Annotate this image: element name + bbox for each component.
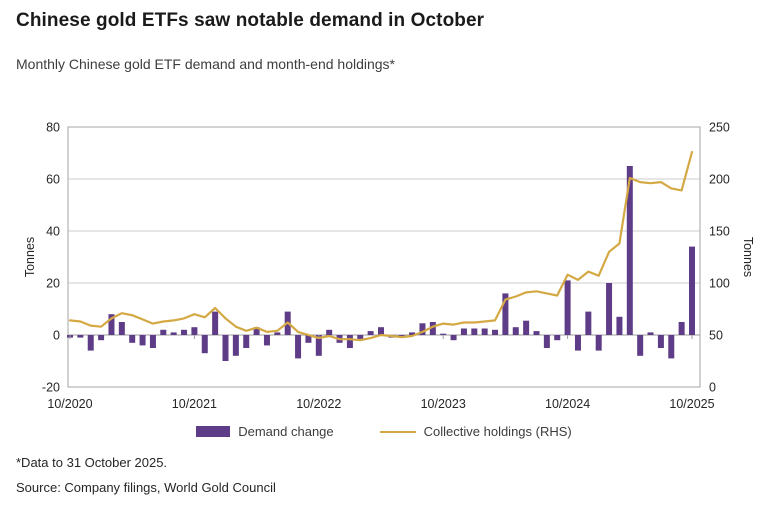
bar [232,335,239,356]
bar [160,329,167,335]
x-axis-tick-label: 10/2020 [47,397,92,411]
bar [263,335,270,346]
bar [315,335,322,356]
left-axis-title: Tonnes [23,237,37,277]
bar [533,331,540,335]
bar [647,332,654,335]
bar [419,323,426,335]
bar [139,335,146,346]
bar [450,335,457,341]
x-axis-tick-label: 10/2022 [296,397,341,411]
bar [409,332,416,335]
bar [108,314,115,335]
bar [626,166,633,335]
left-axis-tick-label: 0 [53,329,60,343]
legend-item-holdings: Collective holdings (RHS) [379,424,572,439]
bar [668,335,675,359]
bar [678,322,685,335]
bar [212,311,219,335]
right-axis-title: Tonnes [741,237,755,277]
bar [98,335,105,341]
left-axis-tick-label: 20 [46,277,60,291]
bar [253,327,260,335]
left-axis-tick-label: 80 [46,121,60,135]
bar [243,335,250,348]
bar [118,322,125,335]
right-axis-tick-label: 50 [709,329,723,343]
bar [378,327,384,335]
plot-border [67,126,701,388]
bar [170,332,177,335]
right-axis-tick-label: 250 [709,121,730,135]
bar [554,335,561,341]
x-axis-tick-label: 10/2023 [421,397,466,411]
holdings-line [68,150,694,342]
bar [222,335,229,361]
bar [564,280,571,335]
bar [429,322,436,335]
bar [129,335,136,343]
right-axis-tick-label: 100 [709,277,730,291]
x-axis-tick-label: 10/2025 [669,397,714,411]
x-axis-tick-label: 10/2021 [172,397,217,411]
bar [346,335,353,348]
source-line: Source: Company filings, World Gold Coun… [16,480,276,495]
holdings-line-swatch [379,430,416,433]
x-axis-tick-label: 10/2024 [545,397,590,411]
bar [616,316,623,335]
left-axis-tick-label: 60 [46,173,60,187]
bar [87,335,94,351]
bar [191,327,198,335]
bar [274,332,281,335]
bar [492,329,499,335]
bar [357,335,364,339]
bar [460,328,467,335]
right-axis-tick-label: 0 [709,381,716,395]
bar [637,335,644,356]
bar [149,335,156,348]
bar [502,293,509,335]
chart-legend: Demand change Collective holdings (RHS) [0,424,768,439]
left-axis-tick-label: 40 [46,225,60,239]
bar [585,311,592,335]
bar [689,246,695,335]
right-axis-tick-label: 150 [709,225,730,239]
demand-change-swatch [196,426,231,437]
bar [201,335,208,354]
bar [595,335,602,351]
bar [295,335,302,359]
bar [77,335,84,338]
data-footnote: *Data to 31 October 2025. [16,455,168,470]
bar [305,335,312,343]
bar [326,329,333,335]
bar [440,333,447,335]
legend-label-holdings: Collective holdings (RHS) [423,424,572,439]
page-title: Chinese gold ETFs saw notable demand in … [16,10,485,31]
bar [574,335,581,351]
bar [606,283,613,335]
left-axis-tick-label: -20 [42,381,60,395]
bar [657,335,664,348]
bar [523,320,530,335]
bar [481,328,488,335]
bar [181,329,188,335]
legend-item-demand: Demand change [196,424,334,439]
bar [512,327,519,335]
bar [367,331,374,335]
right-axis-tick-label: 200 [709,173,730,187]
bar [471,328,478,335]
chart-subtitle: Monthly Chinese gold ETF demand and mont… [16,56,396,72]
bar [543,335,550,348]
legend-label-demand: Demand change [238,424,334,439]
